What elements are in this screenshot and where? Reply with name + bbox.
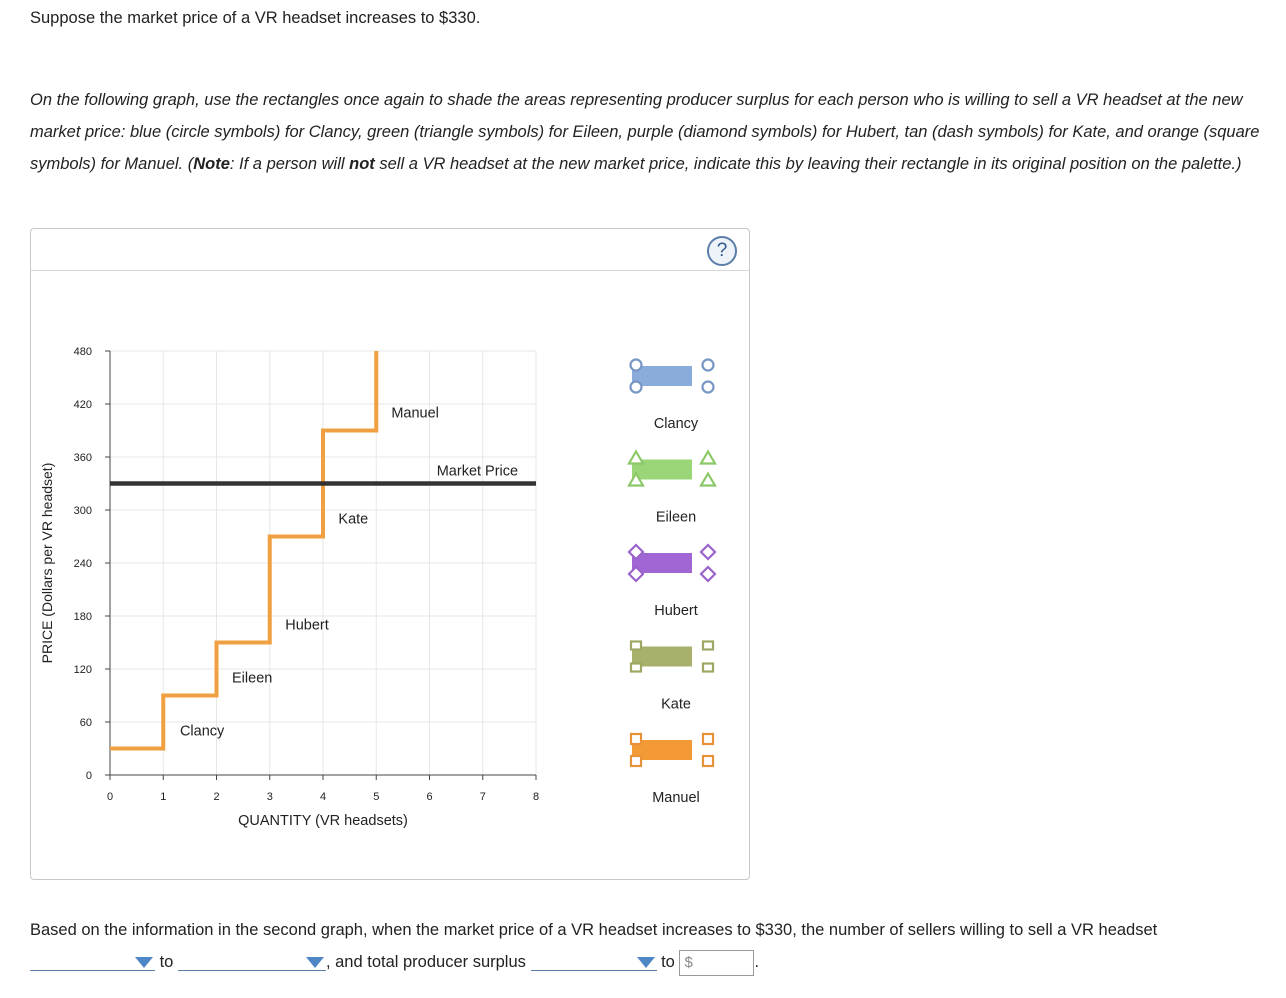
triangle-handle-icon[interactable] <box>627 471 645 487</box>
x-tick-label: 8 <box>533 791 539 803</box>
triangle-handle-icon[interactable] <box>699 471 717 487</box>
seller-label-manuel: Manuel <box>391 405 439 421</box>
dollar-sign: $ <box>684 953 693 971</box>
sellers-before-dropdown[interactable] <box>30 950 155 971</box>
diamond-handle-icon[interactable] <box>627 565 645 583</box>
instructions-text: sell a VR headset at the new market pric… <box>374 155 1242 173</box>
seller-label-hubert: Hubert <box>285 617 329 633</box>
dash-handle-icon[interactable] <box>629 640 643 651</box>
y-tick-label: 120 <box>74 664 92 676</box>
seller-label-kate: Kate <box>338 511 368 527</box>
instructions-text: On the following graph, use the rectangl… <box>30 91 1260 173</box>
y-tick-label: 420 <box>74 399 92 411</box>
y-tick-label: 240 <box>74 558 92 570</box>
help-icon[interactable]: ? <box>707 236 737 266</box>
market-price-label: Market Price <box>437 464 518 480</box>
x-tick-label: 4 <box>320 791 326 803</box>
palette-label: Hubert <box>654 603 698 619</box>
question-intro: Suppose the market price of a VR headset… <box>30 9 481 27</box>
chart-ticks: 0 1 2 3 4 5 6 7 8 0 60 120 180 240 300 360 420 480 <box>74 346 539 803</box>
palette-rect-fill[interactable] <box>632 553 692 573</box>
palette-rect-hubert[interactable]: Hubert <box>627 543 717 619</box>
y-tick-label: 180 <box>74 611 92 623</box>
palette-rect-manuel[interactable]: Manuel <box>629 732 715 806</box>
y-tick-label: 0 <box>86 770 92 782</box>
chart-grid <box>110 350 537 775</box>
circle-handle-icon[interactable] <box>629 380 643 394</box>
circle-handle-icon[interactable] <box>629 358 643 372</box>
x-tick-label: 7 <box>480 791 486 803</box>
palette-label: Manuel <box>652 790 700 806</box>
triangle-handle-icon[interactable] <box>699 449 717 465</box>
palette-rect-clancy[interactable]: Clancy <box>629 358 715 433</box>
diamond-handle-icon[interactable] <box>699 565 717 583</box>
x-tick-label: 3 <box>267 791 273 803</box>
dash-handle-icon[interactable] <box>701 640 715 651</box>
seller-label-eileen: Eileen <box>232 670 272 686</box>
answer-period: . <box>754 953 760 971</box>
dash-handle-icon[interactable] <box>629 662 643 673</box>
producer-surplus-chart: 0 1 2 3 4 5 6 7 8 0 60 120 180 240 300 360 420 480 PRICE … <box>39 346 717 829</box>
answer-text: Based on the information in the second g… <box>30 921 1158 939</box>
rectangle-palette: Clancy Eileen Hubert Kate Manuel <box>627 358 717 806</box>
seller-labels: Clancy Eileen Hubert Kate Manuel <box>180 405 439 739</box>
square-handle-icon[interactable] <box>701 754 715 768</box>
palette-rect-eileen[interactable]: Eileen <box>627 449 717 526</box>
square-handle-icon[interactable] <box>629 732 643 746</box>
instructions-text: : If a person will <box>229 155 350 173</box>
y-tick-label: 60 <box>80 717 92 729</box>
answer-sentence: Based on the information in the second g… <box>30 914 1260 978</box>
answer-text: , and total producer surplus <box>325 953 526 971</box>
chevron-down-icon <box>135 957 153 968</box>
palette-rect-fill[interactable] <box>632 459 692 480</box>
surplus-change-dropdown[interactable] <box>530 950 657 971</box>
palette-rect-kate[interactable]: Kate <box>629 640 715 713</box>
circle-handle-icon[interactable] <box>701 358 715 372</box>
chevron-down-icon <box>636 957 655 968</box>
y-axis-label: PRICE (Dollars per VR headset) <box>39 463 55 664</box>
palette-rect-fill[interactable] <box>632 646 692 667</box>
x-axis-label: QUANTITY (VR headsets) <box>238 813 408 829</box>
y-tick-label: 360 <box>74 452 92 464</box>
x-tick-label: 2 <box>213 791 219 803</box>
circle-handle-icon[interactable] <box>701 380 715 394</box>
surplus-amount-input[interactable]: $ <box>679 949 755 976</box>
sellers-after-dropdown[interactable] <box>177 950 326 971</box>
square-handle-icon[interactable] <box>629 754 643 768</box>
square-handle-icon[interactable] <box>701 732 715 746</box>
dash-handle-icon[interactable] <box>701 662 715 673</box>
instructions: On the following graph, use the rectangl… <box>30 84 1265 180</box>
triangle-handle-icon[interactable] <box>627 449 645 465</box>
palette-label: Eileen <box>656 510 696 526</box>
x-tick-label: 6 <box>426 791 432 803</box>
palette-rect-fill[interactable] <box>632 366 692 386</box>
chevron-down-icon <box>305 957 324 968</box>
note-label: Note <box>193 155 230 173</box>
x-tick-label: 0 <box>107 791 113 803</box>
diamond-handle-icon[interactable] <box>699 543 717 561</box>
seller-label-clancy: Clancy <box>180 723 225 739</box>
answer-to-text: to <box>159 953 174 971</box>
graph-toolbar: ? <box>31 229 749 271</box>
supply-step-curve <box>110 351 379 751</box>
palette-label: Kate <box>661 697 691 713</box>
palette-label: Clancy <box>654 416 699 432</box>
x-tick-label: 1 <box>160 791 166 803</box>
y-tick-label: 300 <box>74 505 92 517</box>
answer-to-text: to <box>661 953 675 971</box>
not-label: not <box>349 155 375 173</box>
diamond-handle-icon[interactable] <box>627 543 645 561</box>
x-tick-label: 5 <box>373 791 379 803</box>
palette-rect-fill[interactable] <box>632 740 692 760</box>
y-tick-label: 480 <box>74 346 92 358</box>
